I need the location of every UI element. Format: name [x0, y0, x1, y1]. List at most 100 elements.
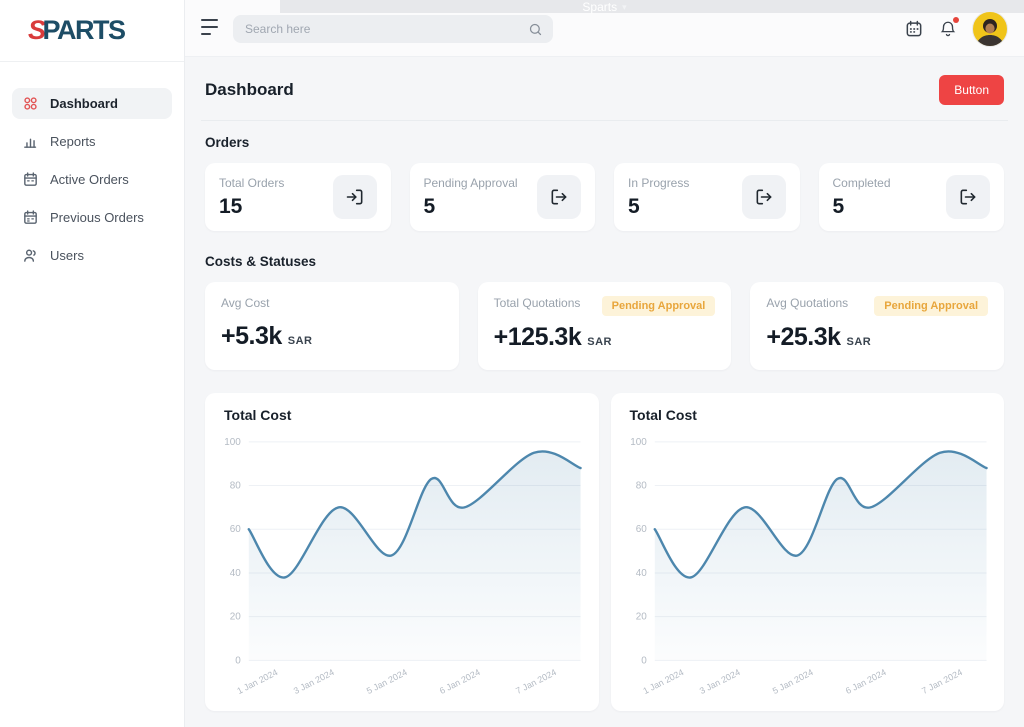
sidebar-item-label: Active Orders [50, 172, 129, 187]
card-label: Avg Quotations [766, 296, 849, 310]
sidebar-item-label: Reports [50, 134, 96, 149]
x-tick-label: 1 Jan 2024 [235, 667, 279, 696]
orders-cards-row: Total Orders 15 Pending Approval 5 [205, 163, 1004, 231]
notifications-button[interactable] [939, 16, 959, 39]
card-value: +125.3k [493, 323, 582, 351]
pending-approval-card: Pending Approval 5 [409, 163, 595, 231]
line-path [653, 450, 988, 579]
orders-section-title: Orders [205, 135, 250, 150]
sidebar: SPARTS Dashboard Reports Active Orders [0, 0, 185, 727]
total-cost-chart: 0 20 40 60 80 100 1 Jan 2024 3 Jan 2024 5 Jan 20… [224, 437, 582, 696]
total-cost-chart-card-right: Total Cost 0 20 40 60 80 100 1 Jan 2024 3 Jan 2… [610, 393, 1004, 711]
logout-icon [960, 189, 976, 205]
login-icon [346, 189, 362, 205]
logo-letter-s: S [28, 15, 46, 45]
area-fill [248, 451, 581, 661]
logo-area: SPARTS [0, 0, 184, 62]
menu-icon[interactable] [201, 19, 219, 35]
area-fill [654, 451, 987, 661]
y-tick-label: 40 [230, 568, 242, 579]
currency-unit: SAR [287, 335, 313, 347]
x-tick-label: 7 Jan 2024 [514, 667, 558, 696]
avg-quotations-card: Avg Quotations Pending Approval +25.3k S… [750, 282, 1005, 370]
costs-cards-row: Avg Cost +5.3k SAR Total Quotations Pend… [205, 282, 1005, 370]
y-tick-label: 20 [230, 612, 242, 623]
y-tick-label: 80 [635, 481, 647, 492]
status-badge: Pending Approval [874, 296, 989, 316]
sparts-logo[interactable]: SPARTS [28, 15, 127, 45]
workspace-dropdown[interactable]: Sparts ▾ [574, 0, 634, 16]
chevron-down-icon: ▾ [622, 1, 627, 12]
sidebar-item-reports[interactable]: Reports [12, 126, 172, 157]
notification-dot [953, 16, 959, 23]
users-icon [24, 249, 36, 262]
line-path [247, 450, 582, 579]
total-quotations-card: Total Quotations Pending Approval +125.3… [477, 282, 732, 370]
card-value: 15 [219, 194, 243, 218]
avg-cost-card: Avg Cost +5.3k SAR [205, 282, 459, 370]
chart-title: Total Cost [224, 407, 292, 423]
y-tick-label: 60 [230, 524, 242, 535]
topbar-actions [904, 0, 1008, 57]
calendar-icon[interactable] [904, 19, 924, 39]
x-tick-label: 6 Jan 2024 [438, 667, 482, 696]
search-input[interactable] [243, 21, 528, 37]
y-tick-label: 40 [635, 568, 647, 579]
card-icon-button[interactable] [946, 175, 990, 219]
search-icon [529, 23, 542, 35]
card-value: +25.3k [766, 323, 841, 351]
topbar-strip [280, 0, 1024, 13]
card-value: +5.3k [221, 322, 282, 350]
y-tick-label: 0 [235, 655, 241, 666]
card-icon-button[interactable] [741, 175, 786, 219]
x-tick-label: 3 Jan 2024 [292, 667, 336, 696]
avatar[interactable] [972, 10, 1008, 47]
bell-icon [940, 21, 956, 36]
y-tick-label: 60 [635, 524, 647, 535]
sidebar-item-users[interactable]: Users [12, 240, 172, 271]
sidebar-item-label: Users [50, 248, 84, 263]
x-tick-label: 7 Jan 2024 [920, 667, 964, 696]
action-button[interactable]: Button [939, 75, 1004, 105]
logo-text: PARTS [42, 15, 127, 45]
page-title: Dashboard [205, 80, 294, 99]
main-content: Dashboard Button Orders Total Orders 15 … [185, 57, 1024, 727]
card-value: 5 [628, 194, 640, 218]
calendar-icon [24, 210, 37, 224]
card-value: 5 [832, 194, 845, 218]
divider [201, 120, 1008, 121]
sidebar-item-previous-orders[interactable]: Previous Orders [12, 202, 172, 233]
currency-unit: SAR [587, 336, 612, 348]
search-box [233, 15, 553, 43]
y-tick-label: 80 [230, 481, 242, 492]
sidebar-item-dashboard[interactable]: Dashboard [12, 88, 172, 119]
x-tick-label: 1 Jan 2024 [641, 667, 685, 696]
card-icon-button[interactable] [537, 175, 581, 219]
chart-title: Total Cost [629, 407, 697, 423]
x-tick-label: 3 Jan 2024 [697, 667, 741, 696]
card-label: Total Quotations [493, 296, 581, 310]
card-label: In Progress [628, 175, 690, 190]
logout-icon [756, 189, 771, 205]
card-label: Avg Cost [221, 296, 270, 310]
card-label: Pending Approval [423, 175, 518, 190]
total-orders-card: Total Orders 15 [205, 163, 391, 231]
user-photo [976, 18, 1004, 46]
card-icon-button[interactable] [332, 175, 377, 219]
page-header: Dashboard Button [205, 75, 1004, 105]
logout-icon [551, 189, 567, 205]
x-tick-label: 5 Jan 2024 [365, 667, 409, 696]
y-tick-label: 100 [630, 437, 647, 448]
dashboard-icon [24, 97, 37, 110]
card-label: Total Orders [219, 175, 285, 190]
total-cost-chart: 0 20 40 60 80 100 1 Jan 2024 3 Jan 2024 5 Jan 20… [630, 437, 988, 696]
sidebar-item-active-orders[interactable]: Active Orders [12, 164, 172, 195]
status-badge: Pending Approval [601, 296, 716, 316]
workspace-name: Sparts [582, 0, 618, 14]
card-value: 5 [423, 194, 436, 218]
costs-section-title: Costs & Statuses [205, 254, 317, 269]
calendar-icon [24, 172, 37, 186]
in-progress-card: In Progress 5 [614, 163, 800, 231]
x-tick-label: 6 Jan 2024 [843, 667, 887, 696]
card-label: Completed [832, 175, 891, 190]
